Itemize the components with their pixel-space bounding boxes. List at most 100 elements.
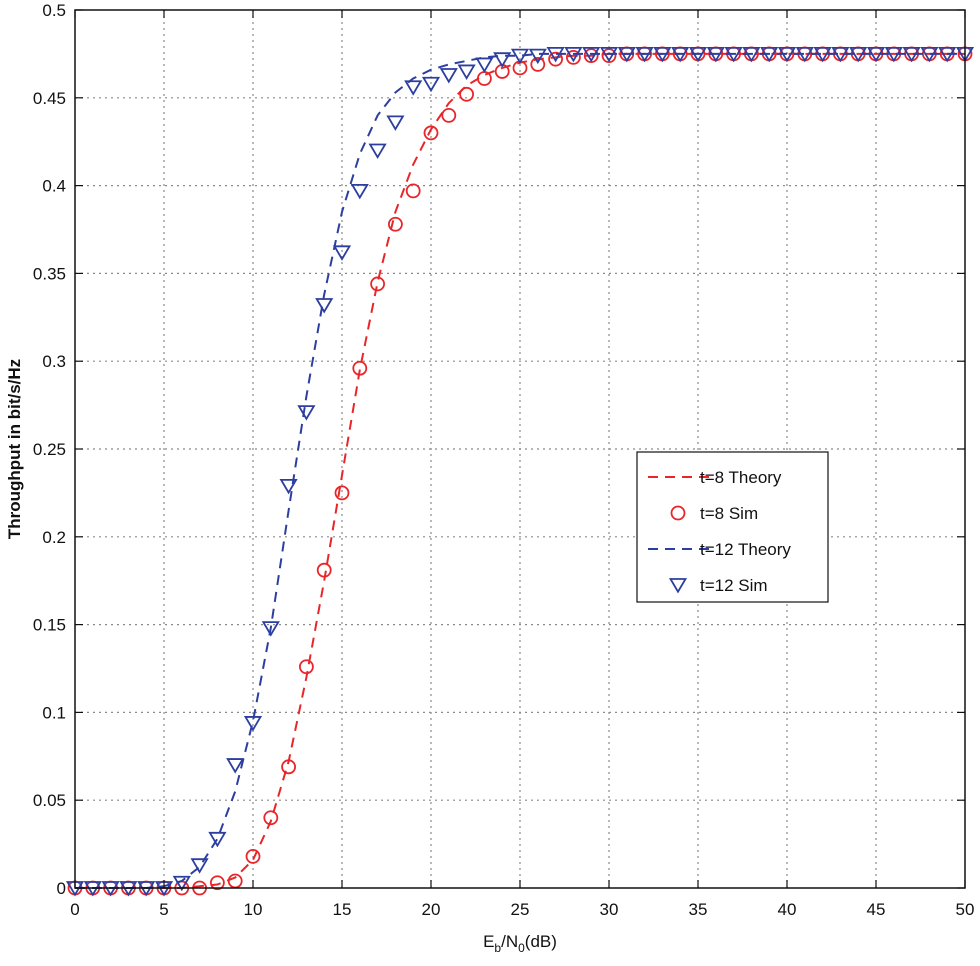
- series-area: [65, 46, 975, 897]
- data-point-triangle: [582, 47, 601, 63]
- data-point-triangle: [421, 76, 441, 93]
- data-point-circle: [281, 759, 297, 775]
- x-tick-label: 30: [600, 900, 619, 919]
- y-tick-label: 0.35: [33, 264, 66, 283]
- data-point-circle: [370, 276, 386, 292]
- data-point-triangle: [849, 47, 868, 63]
- data-point-triangle: [261, 621, 280, 637]
- series-t-12-theory: [75, 52, 965, 889]
- data-point-triangle: [884, 47, 903, 63]
- data-point-circle: [459, 86, 475, 102]
- data-point-triangle: [777, 47, 797, 63]
- data-point-triangle: [813, 47, 832, 63]
- data-point-circle: [566, 50, 581, 65]
- data-point-triangle: [866, 47, 886, 63]
- legend-label: t=12 Sim: [700, 576, 768, 595]
- data-point-triangle: [920, 47, 939, 63]
- y-tick-label: 0.15: [33, 616, 66, 635]
- data-point-circle: [316, 562, 332, 578]
- x-tick-label: 50: [956, 900, 975, 919]
- data-point-triangle: [315, 298, 334, 314]
- x-tick-label: 35: [689, 900, 708, 919]
- data-point-triangle: [439, 68, 458, 84]
- data-point-triangle: [564, 47, 583, 63]
- data-point-triangle: [226, 758, 245, 774]
- data-point-triangle: [831, 47, 850, 63]
- legend: t=8 Theory t=8 Sim t=12 Theory t=12 Sim: [636, 451, 829, 603]
- y-tick-label: 0.3: [42, 352, 66, 371]
- data-point-circle: [423, 125, 439, 141]
- data-point-triangle: [528, 48, 547, 65]
- x-tick-label: 15: [333, 900, 352, 919]
- data-point-circle: [209, 875, 225, 891]
- data-point-triangle: [493, 52, 512, 68]
- data-point-triangle: [599, 47, 619, 63]
- x-tick-label: 5: [159, 900, 168, 919]
- data-point-circle: [245, 848, 261, 864]
- y-axis-title: Throughput in bit/s/Hz: [5, 359, 24, 539]
- y-tick-label: 0.2: [42, 528, 66, 547]
- legend-label: t=8 Theory: [700, 468, 782, 487]
- data-point-triangle: [190, 858, 209, 874]
- legend-circle-swatch: [670, 505, 686, 521]
- data-point-circle: [387, 216, 403, 232]
- data-point-triangle: [671, 47, 690, 63]
- data-point-triangle: [279, 478, 298, 495]
- data-point-circle: [352, 360, 368, 376]
- x-tick-label: 40: [778, 900, 797, 919]
- legend-label: t=12 Theory: [700, 540, 791, 559]
- data-point-triangle: [653, 47, 672, 63]
- series-t-12-sim: [65, 47, 975, 897]
- data-point-triangle: [243, 716, 263, 732]
- data-point-triangle: [386, 115, 405, 131]
- data-point-circle: [298, 659, 314, 675]
- data-point-triangle: [617, 47, 636, 63]
- data-point-circle: [441, 107, 457, 123]
- x-tick-label: 45: [867, 900, 886, 919]
- x-tick-label: 25: [511, 900, 530, 919]
- x-tick-label: 0: [70, 900, 79, 919]
- data-point-triangle: [208, 831, 227, 848]
- y-tick-label: 0.5: [42, 1, 66, 20]
- data-point-triangle: [795, 47, 814, 63]
- data-point-triangle: [404, 80, 423, 96]
- y-tick-label: 0: [57, 879, 66, 898]
- x-tick-label: 10: [244, 900, 263, 919]
- data-point-triangle: [688, 47, 708, 63]
- y-tick-label: 0.05: [33, 791, 66, 810]
- data-point-triangle: [938, 47, 957, 63]
- y-tick-label: 0.25: [33, 440, 66, 459]
- y-tick-label: 0.1: [42, 703, 66, 722]
- legend-triangle-swatch: [668, 578, 688, 594]
- data-point-triangle: [172, 875, 191, 892]
- legend-label: t=8 Sim: [700, 504, 758, 523]
- data-point-triangle: [635, 47, 654, 63]
- data-point-circle: [548, 51, 563, 67]
- data-point-triangle: [332, 245, 352, 261]
- data-point-triangle: [350, 183, 369, 200]
- data-point-circle: [334, 485, 350, 501]
- data-point-triangle: [457, 64, 476, 80]
- x-axis-title: Eb/N0(dB): [483, 932, 557, 955]
- series-line: [75, 52, 965, 889]
- data-point-triangle: [706, 47, 725, 63]
- axis-ticks: 0 5 10 15 20 25 30 35 40 45 50 0 0.05 0.1 0.15 0.2 0.25 0…: [33, 1, 975, 919]
- data-point-circle: [405, 183, 421, 199]
- data-point-circle: [530, 57, 546, 72]
- grid: [75, 10, 965, 888]
- data-point-triangle: [760, 47, 779, 63]
- y-tick-label: 0.4: [42, 177, 66, 196]
- data-point-circle: [263, 810, 279, 826]
- data-point-triangle: [742, 47, 761, 63]
- data-point-triangle: [546, 47, 565, 63]
- data-point-triangle: [724, 47, 743, 63]
- data-point-triangle: [368, 143, 387, 160]
- x-tick-label: 20: [422, 900, 441, 919]
- data-point-triangle: [297, 405, 316, 421]
- data-point-triangle: [902, 47, 921, 63]
- data-point-triangle: [510, 48, 530, 65]
- data-point-triangle: [475, 57, 494, 73]
- y-tick-label: 0.45: [33, 89, 66, 108]
